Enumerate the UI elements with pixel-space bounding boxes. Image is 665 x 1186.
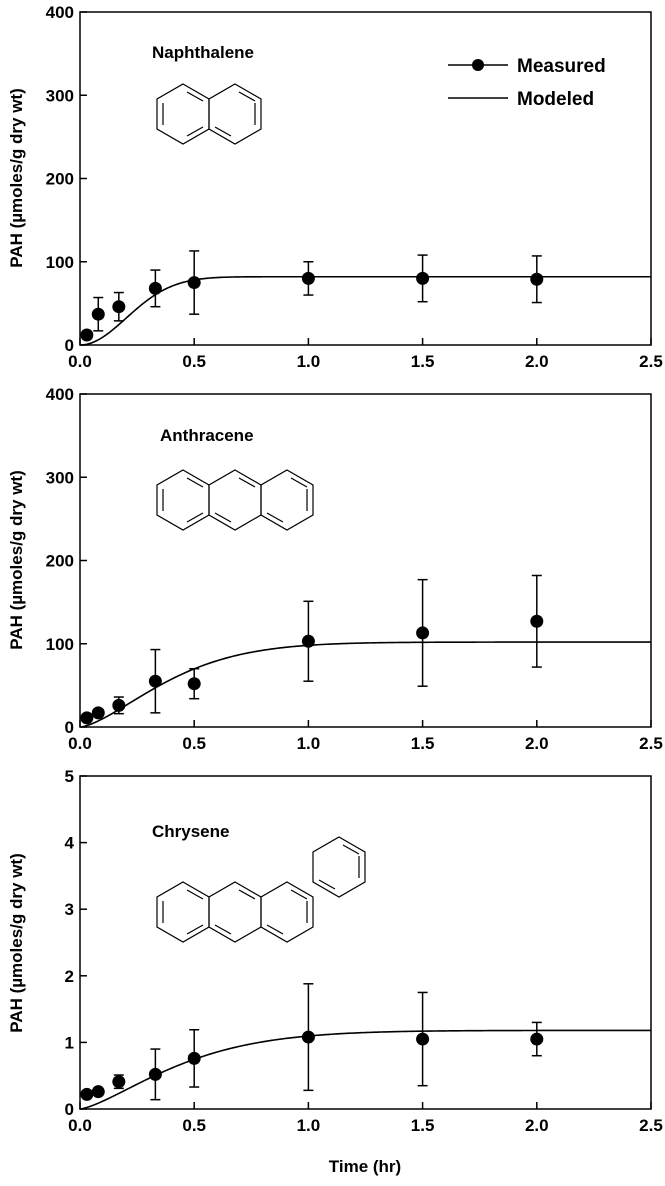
chrysene-structure: [156, 836, 366, 943]
panel-chrysene: Chrysene PAH (µmoles/g dry wt) 0 1 2 3 4 5 0.…: [7, 767, 663, 1176]
data-point: [301, 271, 315, 285]
x-tick-label: 1.5: [411, 734, 435, 753]
y-tick-label: 400: [46, 385, 74, 404]
y-tick-label: 1: [65, 1033, 74, 1052]
x-tick-label: 0.5: [182, 734, 206, 753]
data-point: [148, 281, 162, 295]
y-tick-label: 100: [46, 635, 74, 654]
data-point: [301, 634, 315, 648]
y-axis-ticks: 0 100 200 300 400: [46, 3, 87, 355]
panel-title: Chrysene: [152, 822, 229, 841]
panel-anthracene: Anthracene PAH (µmoles/g dry wt) 0 100 200…: [7, 385, 663, 753]
x-tick-label: 2.5: [639, 352, 663, 371]
legend-entry-measured: Measured: [448, 56, 606, 77]
series-measured: [80, 574, 544, 725]
y-tick-label: 300: [46, 86, 74, 105]
data-point: [148, 1067, 162, 1081]
y-axis-title: PAH (µmoles/g dry wt): [7, 470, 26, 650]
x-tick-label: 0.5: [182, 1116, 206, 1135]
svg-text:PAH (µmoles/g dry wt): PAH (µmoles/g dry wt): [7, 853, 26, 1033]
series-modeled: [79, 275, 651, 346]
x-tick-label: 2.0: [525, 734, 549, 753]
y-tick-label: 0: [65, 336, 74, 355]
legend-marker-measured: [472, 59, 484, 71]
x-tick-label: 0.0: [68, 1116, 92, 1135]
panel-title: Anthracene: [160, 426, 254, 445]
y-tick-label: 4: [65, 834, 75, 853]
y-axis-ticks: 0 1 2 3 4 5: [65, 767, 87, 1119]
data-point: [187, 1051, 201, 1065]
series-measured: [80, 983, 544, 1101]
legend-entry-modeled: Modeled: [448, 89, 594, 110]
data-point: [530, 272, 544, 286]
legend-label-modeled: Modeled: [517, 89, 594, 110]
panel-title: Naphthalene: [152, 43, 254, 62]
data-point: [80, 711, 94, 725]
modeled-line: [79, 1029, 651, 1110]
series-measured: [80, 250, 544, 342]
data-point: [80, 1087, 94, 1101]
x-tick-label: 1.0: [297, 352, 321, 371]
svg-text:PAH (µmoles/g dry wt): PAH (µmoles/g dry wt): [7, 470, 26, 650]
y-tick-label: 2: [65, 967, 74, 986]
plot-frame: [79, 775, 652, 1110]
data-point: [80, 328, 94, 342]
data-point: [416, 626, 430, 640]
data-point: [530, 1032, 544, 1046]
x-tick-label: 2.0: [525, 1116, 549, 1135]
x-tick-label: 2.0: [525, 352, 549, 371]
data-point: [91, 1085, 105, 1099]
series-modeled: [79, 641, 651, 728]
y-tick-label: 3: [65, 900, 74, 919]
data-point: [416, 271, 430, 285]
y-axis-title: PAH (µmoles/g dry wt): [7, 853, 26, 1033]
data-point: [530, 614, 544, 628]
y-axis-title: PAH (µmoles/g dry wt): [7, 88, 26, 268]
x-tick-label: 0.5: [182, 352, 206, 371]
data-point: [187, 677, 201, 691]
x-tick-label: 1.5: [411, 352, 435, 371]
data-point: [187, 276, 201, 290]
data-point: [91, 706, 105, 720]
data-point: [112, 1075, 126, 1089]
naphthalene-structure: [156, 83, 262, 145]
anthracene-structure: [156, 469, 314, 531]
y-axis-ticks: 0 100 200 300 400: [46, 385, 87, 737]
x-axis-ticks: 0.0 0.5 1.0 1.5 2.0 2.5: [68, 1102, 663, 1135]
x-tick-label: 2.5: [639, 734, 663, 753]
x-axis-title: Time (hr): [329, 1157, 401, 1176]
data-point: [301, 1030, 315, 1044]
modeled-line: [79, 641, 651, 728]
y-tick-label: 100: [46, 253, 74, 272]
panel-naphthalene: Naphthalene PAH (µmoles/g dry wt) 0 100 20…: [7, 3, 663, 371]
x-tick-label: 1.0: [297, 734, 321, 753]
x-axis-ticks: 0.0 0.5 1.0 1.5 2.0 2.5: [68, 720, 663, 753]
series-modeled: [79, 1029, 651, 1110]
x-tick-label: 2.5: [639, 1116, 663, 1135]
legend-label-measured: Measured: [517, 56, 606, 77]
data-point: [91, 307, 105, 321]
y-tick-label: 0: [65, 1100, 74, 1119]
y-tick-label: 400: [46, 3, 74, 22]
x-tick-label: 1.5: [411, 1116, 435, 1135]
y-tick-label: 200: [46, 552, 74, 571]
y-tick-label: 200: [46, 170, 74, 189]
svg-text:PAH (µmoles/g dry wt): PAH (µmoles/g dry wt): [7, 88, 26, 268]
x-tick-label: 0.0: [68, 734, 92, 753]
y-tick-label: 0: [65, 718, 74, 737]
x-axis-ticks: 0.0 0.5 1.0 1.5 2.0 2.5: [68, 338, 663, 371]
y-tick-label: 5: [65, 767, 74, 786]
data-point: [112, 300, 126, 314]
x-tick-label: 0.0: [68, 352, 92, 371]
data-point: [112, 698, 126, 712]
y-tick-label: 300: [46, 468, 74, 487]
x-tick-label: 1.0: [297, 1116, 321, 1135]
modeled-line: [79, 275, 651, 346]
data-point: [148, 674, 162, 688]
data-point: [416, 1032, 430, 1046]
legend: Measured Modeled: [448, 56, 606, 110]
